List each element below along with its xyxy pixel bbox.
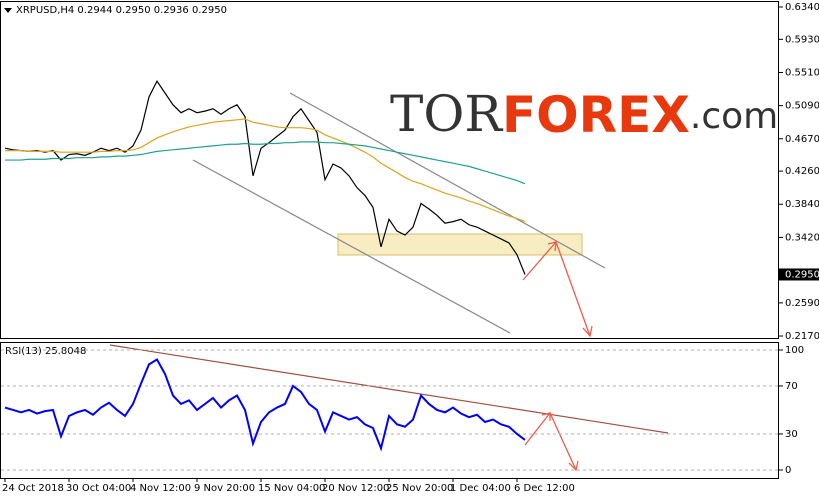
- x-tick-label: 30 Oct 04:00: [66, 483, 131, 494]
- last-price-label: 0.2950: [785, 269, 819, 280]
- logo-left: TOR: [390, 85, 503, 143]
- price-panel: [0, 1, 779, 339]
- y-tick-label: 30: [785, 429, 798, 440]
- forecast-arrows: [522, 240, 593, 472]
- x-tick-label: 9 Nov 20:00: [194, 483, 255, 494]
- x-tick-label: 24 Oct 2018: [2, 483, 64, 494]
- y-tick-label: 0.2590: [785, 298, 819, 309]
- chart-title: XRPUSD,H4 0.2944 0.2950 0.2936 0.2950: [16, 5, 227, 16]
- x-tick-label: 15 Nov 04:00: [258, 483, 325, 494]
- y-tick-label: 0: [785, 465, 791, 476]
- series-line: [5, 141, 526, 185]
- channel-lower: [192, 159, 511, 334]
- y-tick-label: 0.5090: [785, 101, 819, 112]
- arrowhead: [547, 241, 557, 252]
- rsi-panel: [0, 342, 779, 479]
- y-tick-label: 70: [785, 381, 798, 392]
- x-tick-label: 20 Nov 12:00: [322, 483, 389, 494]
- watermark: TORFOREX.com: [390, 85, 778, 144]
- logo: TORFOREX.com: [390, 85, 778, 144]
- rsi-title: RSI(13) 25.8048: [5, 346, 86, 357]
- y-tick-label: 0.5930: [785, 34, 819, 45]
- y-tick-label: 0.6340: [785, 2, 819, 13]
- rsi-trendline: [109, 344, 669, 434]
- x-tick-label: 6 Dec 12:00: [514, 483, 575, 494]
- support-zone: [337, 233, 583, 256]
- x-tick-label: 1 Dec 04:00: [450, 483, 511, 494]
- y-tick-label: 0.3840: [785, 199, 819, 210]
- channel-upper: [289, 92, 606, 269]
- logo-right: .com: [690, 96, 778, 137]
- x-tick-label: 25 Nov 20:00: [386, 483, 453, 494]
- last-price-box: [779, 268, 819, 281]
- series-line: [5, 118, 526, 223]
- arrowhead: [568, 460, 579, 472]
- y-tick-label: 0.4260: [785, 166, 819, 177]
- logo-mid: FOREX: [502, 86, 690, 144]
- collapse-icon: [4, 8, 12, 13]
- arrowhead: [541, 412, 551, 421]
- y-tick-label: 0.3420: [785, 232, 819, 243]
- x-tick-label: 4 Nov 12:00: [130, 483, 191, 494]
- series-line: [4, 358, 526, 452]
- y-tick-label: 0.2170: [785, 331, 819, 342]
- arrowhead: [582, 325, 593, 338]
- y-tick-label: 100: [785, 345, 804, 356]
- y-tick-label: 0.5510: [785, 67, 819, 78]
- y-tick-label: 0.4670: [785, 134, 819, 145]
